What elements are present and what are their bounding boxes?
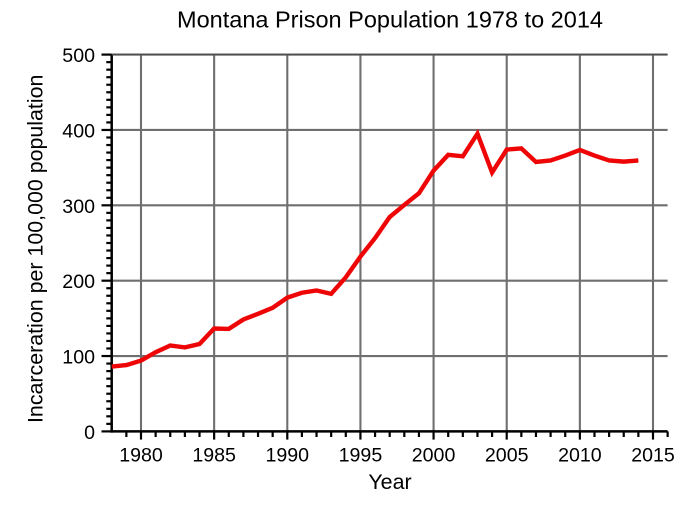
svg-text:Incarceration per 100,000 popu: Incarceration per 100,000 population [24, 75, 48, 423]
svg-text:1980: 1980 [119, 444, 163, 466]
svg-text:2010: 2010 [558, 444, 602, 466]
svg-text:1985: 1985 [192, 444, 236, 466]
svg-text:Year: Year [368, 470, 411, 494]
svg-text:Montana Prison Population 1978: Montana Prison Population 1978 to 2014 [177, 7, 603, 33]
svg-text:2015: 2015 [631, 444, 675, 466]
svg-text:0: 0 [84, 422, 95, 444]
svg-text:300: 300 [62, 196, 95, 218]
svg-text:500: 500 [62, 45, 95, 67]
svg-text:1995: 1995 [339, 444, 383, 466]
svg-text:2005: 2005 [485, 444, 529, 466]
svg-text:1990: 1990 [265, 444, 309, 466]
svg-text:2000: 2000 [412, 444, 456, 466]
svg-text:400: 400 [62, 120, 95, 142]
svg-text:100: 100 [62, 346, 95, 368]
svg-text:200: 200 [62, 271, 95, 293]
